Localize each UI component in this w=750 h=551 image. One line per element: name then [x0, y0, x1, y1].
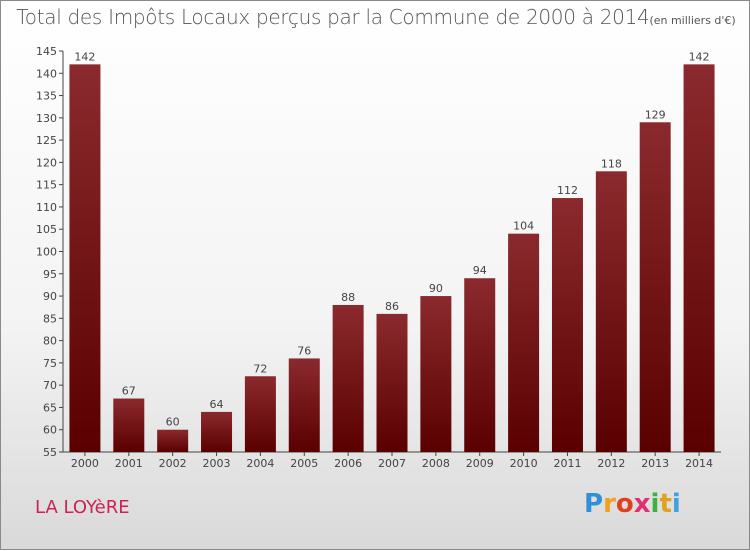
plot-area: 55 60 65 70 75 80 85 90 95 100 105 110 115 120 125 130 1…: [36, 45, 721, 470]
bar: [157, 429, 189, 452]
logo-letter: P: [584, 489, 604, 519]
data-label: 104: [513, 220, 534, 233]
bar: [595, 171, 627, 453]
bar: [420, 296, 452, 452]
y-tick-label: 125: [36, 134, 57, 147]
chart-title: Total des Impôts Locaux perçus par la Co…: [1, 5, 750, 29]
bar: [113, 398, 145, 452]
logo-letter: i: [671, 489, 681, 519]
bar: [683, 64, 715, 452]
y-tick-label: 85: [43, 312, 57, 325]
x-tick-label: 2001: [115, 457, 143, 470]
y-tick-label: 135: [36, 90, 57, 103]
bar: [639, 122, 671, 453]
y-tick-label: 55: [43, 446, 57, 459]
y-tick-label: 95: [43, 268, 57, 281]
x-tick-label: 2005: [290, 457, 318, 470]
x-tick-label: 2010: [510, 457, 538, 470]
data-label: 72: [253, 362, 267, 375]
y-tick-label: 105: [36, 223, 57, 236]
x-tick-label: 2002: [159, 457, 187, 470]
data-label: 60: [166, 416, 180, 429]
y-tick-label: 115: [36, 179, 57, 192]
y-tick-label: 140: [36, 67, 57, 80]
x-tick-label: 2007: [378, 457, 406, 470]
data-label: 90: [429, 282, 443, 295]
y-tick-label: 65: [43, 401, 57, 414]
x-tick-label: 2008: [422, 457, 450, 470]
chart-title-text: Total des Impôts Locaux perçus par la Co…: [16, 5, 650, 29]
data-label: 64: [210, 398, 224, 411]
bar: [69, 64, 101, 452]
logo-letter: x: [633, 489, 651, 519]
data-label: 142: [74, 50, 95, 63]
logo-letter: r: [603, 489, 616, 519]
data-label: 86: [385, 300, 399, 313]
bar: [244, 376, 276, 452]
commune-name: LA LOYèRE: [35, 497, 130, 518]
y-tick-label: 145: [36, 45, 57, 58]
x-tick-label: 2009: [466, 457, 494, 470]
logo-letter: t: [659, 489, 672, 519]
logo-letter: i: [650, 489, 660, 519]
data-label: 112: [557, 184, 578, 197]
data-label: 88: [341, 291, 355, 304]
bar: [376, 313, 408, 452]
bar: [551, 198, 583, 452]
y-tick-label: 130: [36, 112, 57, 125]
x-tick-label: 2014: [685, 457, 713, 470]
y-tick-label: 75: [43, 357, 57, 370]
data-label: 118: [601, 157, 622, 170]
y-tick-label: 110: [36, 201, 57, 214]
proxiti-logo: Proxiti: [584, 489, 681, 519]
bar: [332, 304, 364, 452]
data-label: 129: [645, 108, 666, 121]
chart-unit: (en milliers d'€): [649, 14, 736, 27]
y-tick-label: 100: [36, 246, 57, 259]
y-tick-label: 120: [36, 156, 57, 169]
data-label: 94: [473, 264, 487, 277]
x-tick-label: 2012: [597, 457, 625, 470]
x-tick-label: 2013: [641, 457, 669, 470]
data-label: 142: [689, 50, 710, 63]
data-label: 67: [122, 385, 136, 398]
y-tick-label: 60: [43, 424, 57, 437]
bar: [288, 358, 320, 452]
logo-letter: o: [615, 489, 634, 519]
x-tick-label: 2006: [334, 457, 362, 470]
x-tick-label: 2000: [71, 457, 99, 470]
bar: [508, 233, 540, 452]
x-tick-label: 2011: [553, 457, 581, 470]
x-tick-label: 2003: [203, 457, 231, 470]
x-tick-label: 2004: [246, 457, 274, 470]
y-tick-label: 80: [43, 335, 57, 348]
y-tick-label: 70: [43, 379, 57, 392]
data-label: 76: [297, 344, 311, 357]
y-tick-label: 90: [43, 290, 57, 303]
bar: [464, 278, 496, 452]
bar: [201, 411, 233, 452]
